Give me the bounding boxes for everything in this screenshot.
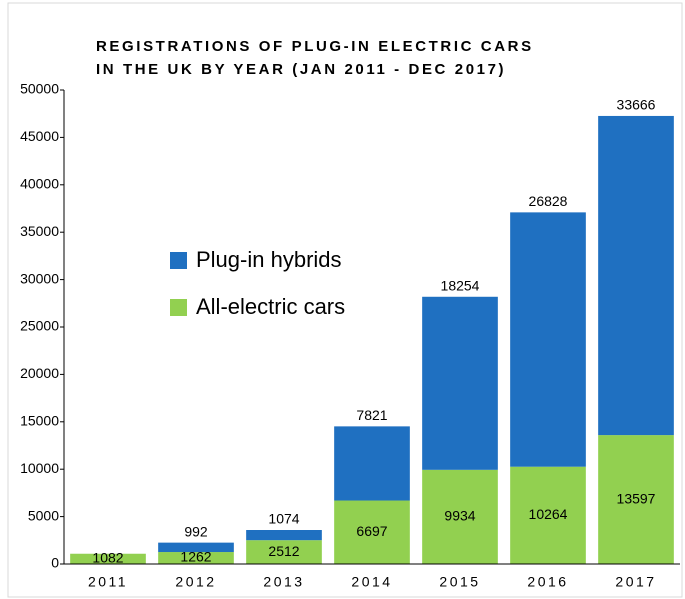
x-tick-label: 2012 [175, 574, 216, 590]
data-label: 6697 [356, 523, 387, 539]
x-tick-label: 2016 [527, 574, 568, 590]
y-tick-label: 50000 [20, 81, 59, 97]
bar-segment [158, 542, 234, 553]
data-label: 7821 [356, 407, 387, 423]
y-tick-label: 10000 [20, 460, 59, 476]
bar-segment [158, 552, 234, 564]
y-tick-label: 15000 [20, 413, 59, 429]
x-tick-label: 2011 [88, 574, 128, 590]
bar-segment [510, 212, 586, 467]
legend-label: Plug-in hybrids [196, 247, 342, 272]
y-tick-label: 35000 [20, 223, 59, 239]
legend-swatch [170, 252, 187, 269]
x-tick-label: 2013 [263, 574, 304, 590]
chart-title: REGISTRATIONS OF PLUG-IN ELECTRIC CARS [96, 38, 534, 55]
data-label: 33666 [617, 97, 656, 113]
bar-segment [422, 296, 498, 470]
x-tick-label: 2014 [351, 574, 392, 590]
y-tick-label: 20000 [20, 365, 59, 381]
y-tick-label: 30000 [20, 270, 59, 286]
bar-segment [598, 115, 674, 436]
y-tick-label: 0 [51, 555, 59, 571]
data-label: 1262 [180, 549, 211, 565]
bar-segment [246, 530, 322, 541]
x-tick-label: 2017 [615, 574, 656, 590]
bar-segment [334, 500, 410, 564]
chart-border [7, 2, 683, 598]
data-label: 10264 [529, 506, 568, 522]
y-tick-label: 40000 [20, 176, 59, 192]
data-label: 13597 [617, 490, 656, 506]
legend-swatch [170, 299, 187, 316]
data-label: 2512 [268, 543, 299, 559]
bar-segment [598, 435, 674, 564]
bar-segment [246, 540, 322, 564]
data-label: 26828 [529, 193, 568, 209]
data-label: 1082 [92, 550, 123, 566]
data-label: 18254 [441, 277, 480, 293]
data-label: 1074 [268, 511, 299, 527]
y-tick-label: 25000 [20, 318, 59, 334]
bar-segment [334, 426, 410, 501]
data-label: 9934 [444, 508, 475, 524]
data-label: 992 [184, 523, 208, 539]
bar-segment [70, 553, 146, 564]
legend-label: All-electric cars [196, 294, 345, 319]
x-tick-label: 2015 [439, 574, 480, 590]
chart-title: IN THE UK BY YEAR (JAN 2011 - DEC 2017) [96, 61, 506, 78]
y-tick-label: 5000 [28, 507, 59, 523]
y-tick-label: 45000 [20, 128, 59, 144]
bar-segment [510, 466, 586, 564]
bar-segment [422, 469, 498, 564]
